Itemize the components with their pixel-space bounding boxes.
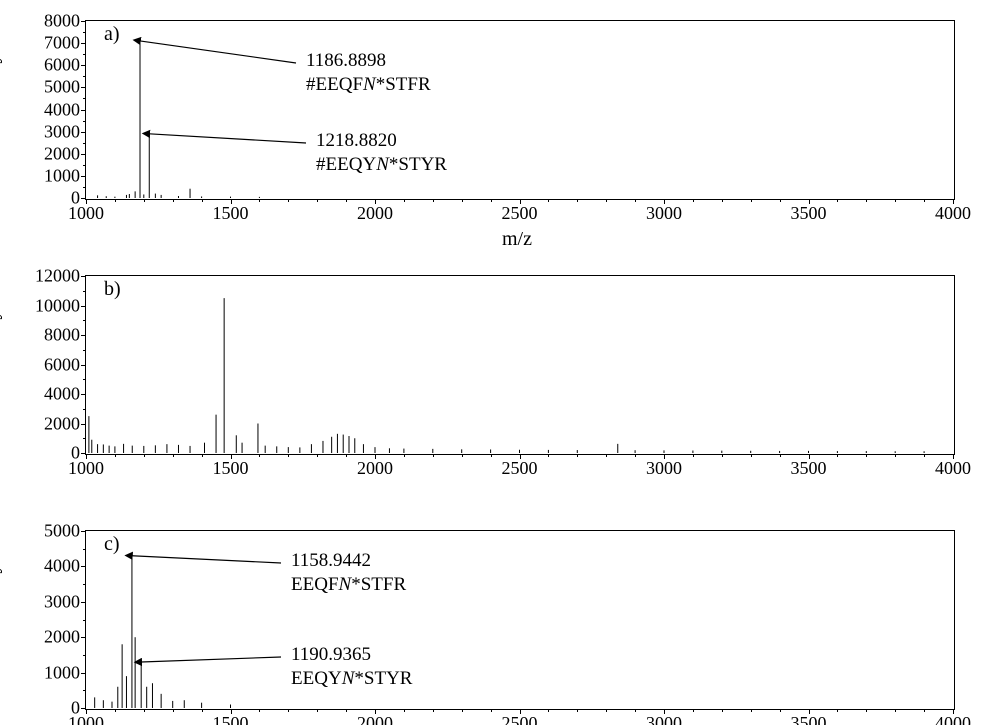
peak-annotation: 1190.9365EEQYN*STYR xyxy=(291,643,412,691)
xtick-label: 4000 xyxy=(935,713,971,725)
xtick-label: 2000 xyxy=(357,713,393,725)
xtick-label: 2500 xyxy=(502,458,538,479)
panel-a-label: a) xyxy=(104,23,120,46)
xtick-label: 3000 xyxy=(646,458,682,479)
xtick-label: 2000 xyxy=(357,458,393,479)
ytick-label: 5000 xyxy=(44,521,80,542)
ylabel-b: Intensity xyxy=(0,360,4,380)
panel-c: c) 1158.9442EEQFN*STFR 1190.9365EEQYN*STY… xyxy=(85,530,955,710)
ylabel-a: Intensity xyxy=(0,104,4,124)
xtick-label: 1500 xyxy=(213,203,249,224)
panel-b: b) 0200040006000800010000120001000150020… xyxy=(85,275,955,455)
xtick-label: 3500 xyxy=(791,458,827,479)
ytick-label: 1000 xyxy=(44,662,80,683)
ytick-label: 6000 xyxy=(44,55,80,76)
xlabel: m/z xyxy=(502,228,532,251)
ytick-label: 7000 xyxy=(44,33,80,54)
ytick-label: 1000 xyxy=(44,165,80,186)
peak-annotation: 1218.8820#EEQYN*STYR xyxy=(316,129,447,177)
ytick-label: 8000 xyxy=(44,325,80,346)
xtick-label: 3000 xyxy=(646,203,682,224)
ytick-label: 5000 xyxy=(44,77,80,98)
ytick-label: 2000 xyxy=(44,627,80,648)
ylabel-c: Intensity xyxy=(0,614,4,634)
plot-c xyxy=(86,531,954,709)
xtick-label: 3000 xyxy=(646,713,682,725)
peak-annotation: 1158.9442EEQFN*STFR xyxy=(291,549,406,597)
ytick-label: 3000 xyxy=(44,121,80,142)
ytick-label: 12000 xyxy=(35,266,80,287)
plot-b xyxy=(86,276,954,454)
plot-a xyxy=(86,21,954,199)
ytick-label: 4000 xyxy=(44,556,80,577)
xtick-label: 3500 xyxy=(791,713,827,725)
peak-annotation: 1186.8898#EEQFN*STFR xyxy=(306,49,431,97)
figure-root: Intensity Intensity Intensity m/z a) 118… xyxy=(0,0,1000,725)
xtick-label: 1000 xyxy=(68,458,104,479)
panel-c-label: c) xyxy=(104,533,120,556)
ytick-label: 3000 xyxy=(44,591,80,612)
xtick-label: 2500 xyxy=(502,713,538,725)
ytick-label: 4000 xyxy=(44,99,80,120)
xtick-label: 1500 xyxy=(213,713,249,725)
ytick-label: 4000 xyxy=(44,384,80,405)
ytick-label: 6000 xyxy=(44,354,80,375)
xtick-label: 2500 xyxy=(502,203,538,224)
xtick-label: 1500 xyxy=(213,458,249,479)
xtick-label: 4000 xyxy=(935,458,971,479)
ytick-label: 2000 xyxy=(44,413,80,434)
ytick-label: 10000 xyxy=(35,295,80,316)
panel-b-label: b) xyxy=(104,278,121,301)
ytick-label: 8000 xyxy=(44,11,80,32)
xtick-label: 1000 xyxy=(68,713,104,725)
xtick-label: 3500 xyxy=(791,203,827,224)
xtick-label: 4000 xyxy=(935,203,971,224)
panel-a: a) 1186.8898#EEQFN*STFR 1218.8820#EEQYN*S… xyxy=(85,20,955,200)
ytick-label: 2000 xyxy=(44,143,80,164)
xtick-label: 1000 xyxy=(68,203,104,224)
xtick-label: 2000 xyxy=(357,203,393,224)
